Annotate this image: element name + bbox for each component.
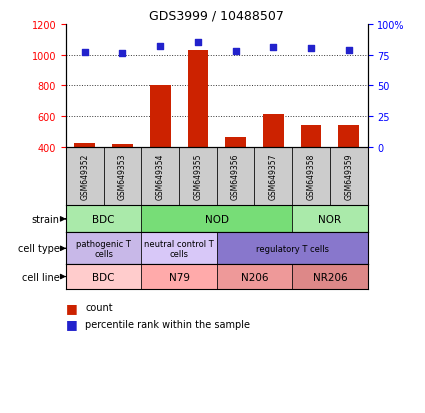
Text: GSM649359: GSM649359 [344,153,353,200]
Point [270,45,277,51]
Point [195,40,201,46]
Text: pathogenic T
cells: pathogenic T cells [76,239,131,259]
Text: N206: N206 [241,272,268,282]
Title: GDS3999 / 10488507: GDS3999 / 10488507 [149,9,284,22]
Bar [255,147,292,206]
Text: NOR: NOR [318,214,341,224]
Text: GSM649356: GSM649356 [231,153,240,200]
Bar [66,233,141,265]
Bar [112,145,133,147]
Text: count: count [85,303,113,313]
Point [346,47,352,54]
Text: ■: ■ [66,318,78,331]
Text: BDC: BDC [92,272,115,282]
Text: GSM649354: GSM649354 [156,153,164,200]
Point [81,50,88,56]
Bar [300,126,321,147]
Text: GSM649355: GSM649355 [193,153,202,200]
Bar [292,206,368,233]
Bar [66,147,104,206]
Text: GSM649353: GSM649353 [118,153,127,200]
Bar [66,206,141,233]
Bar [217,233,368,265]
Point [308,46,314,52]
Bar [225,138,246,147]
Text: NOD: NOD [205,214,229,224]
Text: GSM649352: GSM649352 [80,153,89,199]
Text: GSM649357: GSM649357 [269,153,278,200]
Bar [74,144,95,147]
Text: cell line: cell line [22,272,60,282]
Bar [66,265,141,289]
Bar [263,115,284,147]
Text: percentile rank within the sample: percentile rank within the sample [85,319,250,329]
Text: neutral control T
cells: neutral control T cells [144,239,214,259]
Point [119,51,126,57]
Text: ■: ■ [66,301,78,314]
Bar [217,147,255,206]
Bar [141,265,217,289]
Text: NR206: NR206 [313,272,347,282]
Bar [217,265,292,289]
Bar [141,233,217,265]
Text: GSM649358: GSM649358 [306,153,315,199]
Point [232,48,239,55]
Text: regulatory T cells: regulatory T cells [256,244,329,253]
Bar [292,265,368,289]
Text: BDC: BDC [92,214,115,224]
Bar [330,147,368,206]
Bar [338,126,359,147]
Bar [187,51,208,147]
Bar [292,147,330,206]
Bar [141,147,179,206]
Bar [104,147,141,206]
Text: N79: N79 [169,272,190,282]
Point [157,43,164,50]
Bar [141,206,292,233]
Text: cell type: cell type [18,244,60,254]
Bar [179,147,217,206]
Bar [150,86,170,147]
Text: strain: strain [32,214,60,224]
